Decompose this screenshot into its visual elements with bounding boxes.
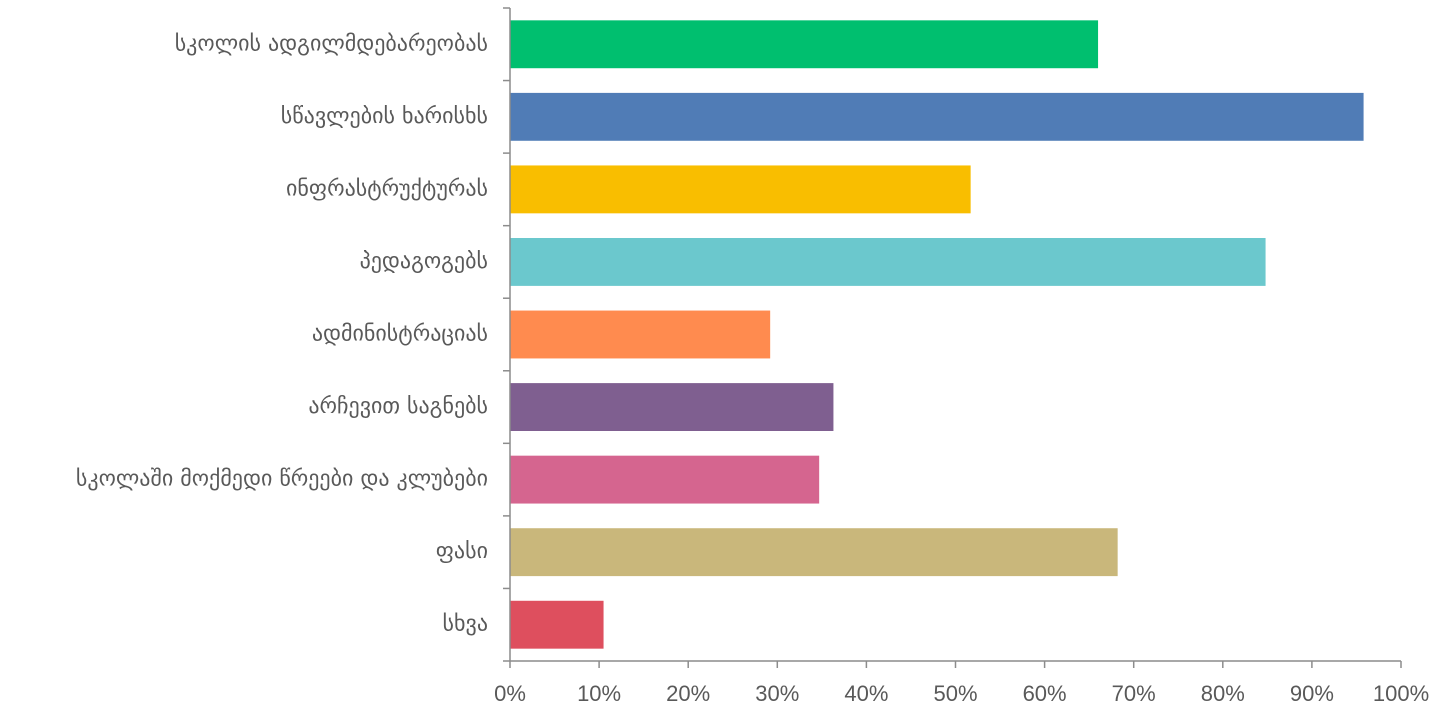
x-tick-label: 10% [577,681,621,706]
bar-2 [510,92,1364,141]
x-tick-label: 20% [666,681,710,706]
bars-group [510,20,1364,649]
x-tick-label: 60% [1023,681,1067,706]
x-tick-labels: 0% 10% 20% 30% 40% 50% 60% 70% 80% 90% 100% [494,681,1429,706]
bar-7 [510,455,820,504]
bar-1 [510,20,1099,69]
x-tick-label: 50% [933,681,977,706]
category-label: ფასი [436,539,488,564]
category-label: სხვა [443,612,488,637]
x-tick-label: 40% [844,681,888,706]
category-label: სკოლის ადგილმდებარეობას [175,31,488,56]
category-label: სწავლების ხარისხს [281,104,488,129]
category-label: ინფრასტრუქტურას [286,176,488,201]
axes [503,7,1402,668]
x-tick-label: 100% [1373,681,1429,706]
bar-3 [510,165,971,214]
bar-8 [510,528,1118,577]
x-tick-label: 70% [1112,681,1156,706]
x-tick-label: 30% [755,681,799,706]
bar-9 [510,600,604,649]
category-label: პედაგოგებს [360,249,488,274]
x-tick-label: 80% [1201,681,1245,706]
category-label: ადმინისტრაციას [312,322,488,347]
category-labels: სკოლის ადგილმდებარეობას სწავლების ხარისხს… [76,31,488,636]
category-label: სკოლაში მოქმედი წრეები და კლუბები [76,467,488,492]
bar-5 [510,310,771,359]
bar-4 [510,238,1266,286]
category-label: არჩევით საგნებს [308,394,488,419]
bar-6 [510,383,834,431]
x-tick-label: 90% [1290,681,1334,706]
x-tick-label: 0% [494,681,526,706]
